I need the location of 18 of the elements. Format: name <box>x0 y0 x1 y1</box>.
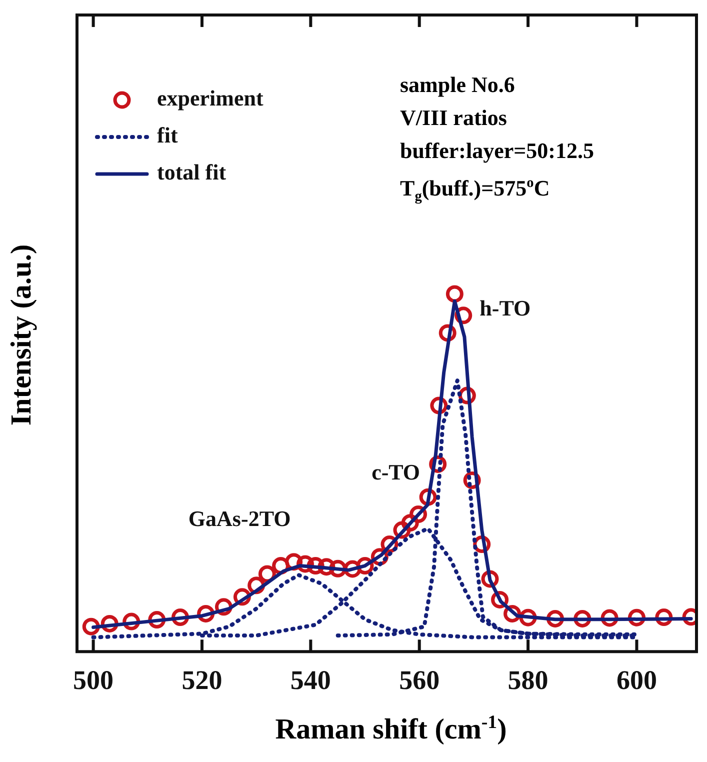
x-tick-label: 540 <box>290 664 331 695</box>
x-tick-label: 560 <box>399 664 440 695</box>
text: V/III ratios <box>400 104 508 132</box>
annotation: h-TO <box>480 296 531 321</box>
legend-label: experiment <box>157 86 264 111</box>
legend-label: fit <box>157 122 178 148</box>
text: T$_{g}$(buff.)=575$^{o}$C <box>400 174 551 207</box>
y-axis-title: Intensity (a.u.) <box>6 244 38 426</box>
annotation: c-TO <box>372 459 420 484</box>
x-tick-label: 600 <box>616 664 657 695</box>
text: sample No.6 <box>400 71 516 99</box>
x-tick-label: 580 <box>508 664 548 695</box>
x-axis-title: Raman shift (cm$^{-1}$) <box>274 712 508 747</box>
annotation: GaAs-2TO <box>188 506 291 531</box>
legend-label: total fit <box>157 160 227 185</box>
text: buffer:layer=50:12.5 <box>400 137 594 165</box>
x-tick-label: 500 <box>73 664 114 695</box>
x-tick-label: 520 <box>182 664 222 695</box>
